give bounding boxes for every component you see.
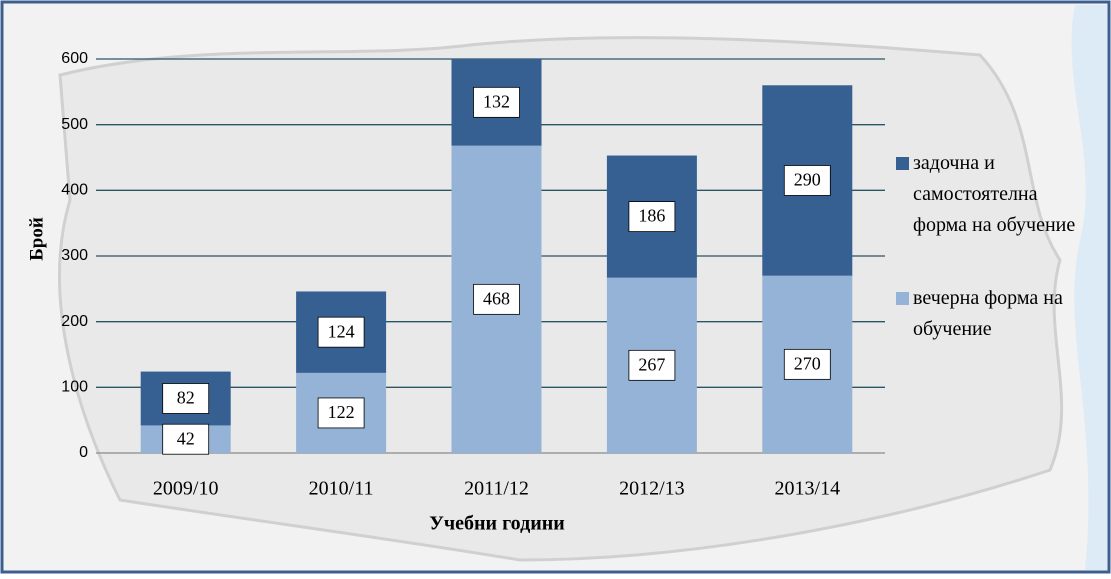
- data-label: 124: [328, 321, 355, 341]
- legend-label: вечерна форма на обучение: [913, 287, 1063, 340]
- x-tick-label: 2012/13: [619, 478, 685, 500]
- y-tick-label: 0: [79, 444, 88, 461]
- data-label: 42: [177, 428, 195, 448]
- label-box: [162, 423, 210, 455]
- label-box: [628, 201, 676, 233]
- y-tick-label: 200: [61, 313, 88, 330]
- legend-item: задочна и самостоятелна форма на обучени…: [896, 148, 1096, 241]
- legend-swatch: [896, 157, 909, 170]
- y-tick-label: 500: [61, 116, 88, 133]
- label-box: [628, 349, 676, 381]
- label-box: [317, 397, 365, 429]
- label-box: [473, 283, 520, 315]
- x-tick-label: 2010/11: [309, 478, 374, 500]
- data-label: 82: [177, 388, 195, 408]
- x-tick-label: 2013/14: [775, 478, 841, 500]
- label-box: [783, 348, 831, 380]
- data-label: 267: [638, 354, 665, 374]
- label-box: [162, 383, 210, 414]
- label-box: [783, 165, 831, 196]
- data-label: 270: [794, 353, 821, 373]
- y-axis-title: Брой: [26, 217, 47, 261]
- y-tick-label: 600: [61, 50, 88, 67]
- y-tick-label: 300: [61, 247, 88, 264]
- label-box: [317, 316, 365, 348]
- data-label: 468: [483, 288, 510, 308]
- x-tick-label: 2009/10: [153, 478, 219, 500]
- label-box: [473, 86, 520, 118]
- y-tick-label: 100: [61, 379, 88, 396]
- x-tick-label: 2011/12: [464, 478, 529, 500]
- data-label: 290: [794, 170, 821, 190]
- data-label: 186: [638, 206, 665, 226]
- sea: [1071, 5, 1107, 570]
- legend-label: задочна и самостоятелна форма на обучени…: [913, 152, 1076, 236]
- y-tick-label: 400: [61, 182, 88, 199]
- x-axis-title: Учебни години: [429, 513, 565, 535]
- legend-item: вечерна форма на обучение: [896, 283, 1096, 345]
- legend-swatch: [896, 292, 909, 305]
- data-label: 132: [483, 91, 510, 111]
- legend: задочна и самостоятелна форма на обучени…: [896, 148, 1096, 387]
- data-label: 122: [328, 402, 355, 422]
